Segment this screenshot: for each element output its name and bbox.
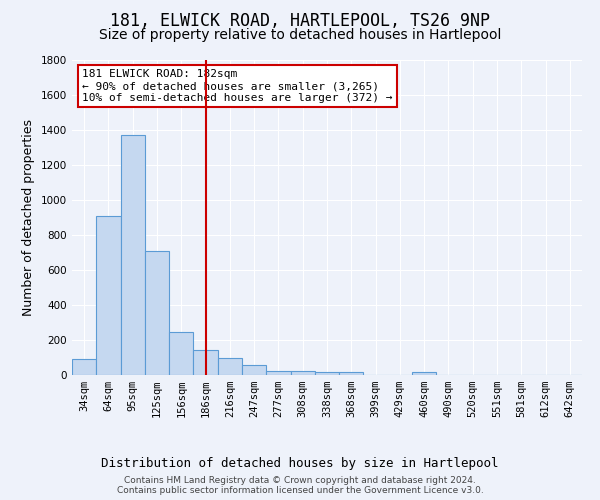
Y-axis label: Number of detached properties: Number of detached properties [22,119,35,316]
Bar [315,372,339,375]
Text: Contains HM Land Registry data © Crown copyright and database right 2024.
Contai: Contains HM Land Registry data © Crown c… [116,476,484,495]
Bar [290,370,315,375]
Bar [121,135,145,375]
Bar [193,350,218,375]
Text: Size of property relative to detached houses in Hartlepool: Size of property relative to detached ho… [99,28,501,42]
Bar [218,358,242,375]
Text: Distribution of detached houses by size in Hartlepool: Distribution of detached houses by size … [101,458,499,470]
Bar [412,372,436,375]
Bar [339,372,364,375]
Bar [169,332,193,375]
Bar [242,366,266,375]
Text: 181 ELWICK ROAD: 182sqm
← 90% of detached houses are smaller (3,265)
10% of semi: 181 ELWICK ROAD: 182sqm ← 90% of detache… [82,70,392,102]
Bar [266,370,290,375]
Text: 181, ELWICK ROAD, HARTLEPOOL, TS26 9NP: 181, ELWICK ROAD, HARTLEPOOL, TS26 9NP [110,12,490,30]
Bar [72,359,96,375]
Bar [145,251,169,375]
Bar [96,216,121,375]
